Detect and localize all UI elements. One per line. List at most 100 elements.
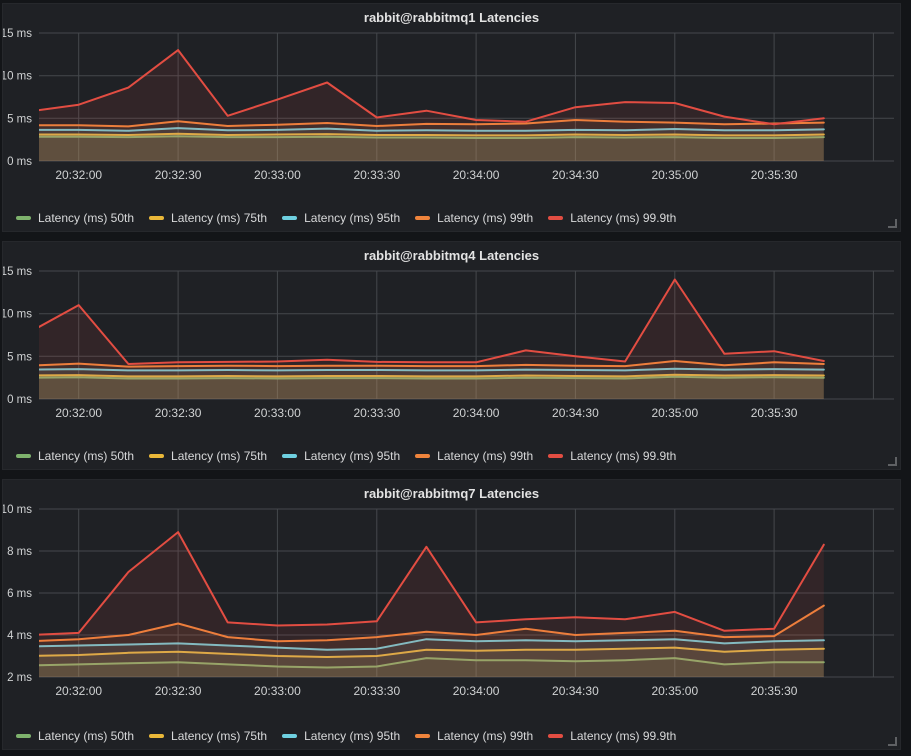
latency-chart[interactable]: 0 ms 5 ms 10 ms 15 ms 20:32:00 20:32:30 20:33:… — [3, 28, 900, 188]
x-axis-tick-label: 20:33:00 — [254, 684, 301, 698]
x-axis-tick-label: 20:35:00 — [651, 684, 698, 698]
legend-series-name: Latency (ms) 50th — [38, 211, 135, 225]
panel-rabbitmq7-latencies: rabbit@rabbitmq7 Latencies 2 ms 4 ms 6 ms 8… — [2, 479, 901, 750]
x-axis-tick-label: 20:35:30 — [751, 406, 798, 420]
panel-title[interactable]: rabbit@rabbitmq7 Latencies — [363, 486, 540, 501]
x-axis-tick-label: 20:32:30 — [155, 168, 202, 182]
series-line-latency-ms-99.9th — [39, 531, 825, 636]
series-area-latency-ms-99.9th — [39, 50, 824, 161]
y-axis-tick-label: 10 ms — [3, 71, 32, 83]
series-line-latency-ms-75th — [39, 646, 825, 658]
x-axis-tick-label: 20:32:00 — [55, 406, 102, 420]
y-axis-tick-label: 10 ms — [3, 504, 32, 516]
series-line-latency-ms-50th — [39, 375, 825, 380]
legend-item-latency-ms-50th[interactable]: Latency (ms) 50th — [16, 449, 134, 463]
legend-color-dash — [16, 454, 31, 458]
legend-series-name: Latency (ms) 99.9th — [570, 729, 677, 743]
latency-chart[interactable]: 2 ms 4 ms 6 ms 8 ms 10 ms 20:32:00 20:32:30 20:… — [3, 504, 900, 704]
legend-series-name: Latency (ms) 99th — [437, 211, 534, 225]
x-axis-tick-label: 20:35:00 — [651, 168, 698, 182]
x-axis-tick-label: 20:32:30 — [155, 684, 202, 698]
series-line-latency-ms-50th — [39, 135, 825, 139]
latency-chart[interactable]: 0 ms 5 ms 10 ms 15 ms 20:32:00 20:32:30 20:33:… — [3, 266, 900, 426]
legend-item-latency-ms-95th[interactable]: Latency (ms) 95th — [282, 449, 400, 463]
y-axis-tick-label: 10 ms — [3, 309, 32, 321]
x-axis-tick-label: 20:35:30 — [751, 684, 798, 698]
legend-item-latency-ms-50th[interactable]: Latency (ms) 50th — [16, 211, 134, 225]
series-area-latency-ms-95th — [39, 639, 824, 677]
series-line-latency-ms-50th — [39, 657, 825, 669]
x-axis-tick-label: 20:34:30 — [552, 406, 599, 420]
series-group — [39, 49, 825, 161]
legend-item-latency-ms-99th[interactable]: Latency (ms) 99th — [415, 211, 533, 225]
y-axis-tick-label: 5 ms — [7, 113, 32, 125]
legend-series-name: Latency (ms) 99th — [437, 449, 534, 463]
legend-color-dash — [282, 216, 298, 220]
x-axis-tick-label: 20:33:00 — [254, 168, 301, 182]
series-area-latency-ms-95th — [39, 128, 824, 161]
x-axis-tick-label: 20:33:00 — [254, 406, 301, 420]
chart-legend: Latency (ms) 50th Latency (ms) 75th Latenc… — [3, 447, 900, 469]
legend-item-latency-ms-99.9th[interactable]: Latency (ms) 99.9th — [548, 211, 676, 225]
x-axis-tick-label: 20:34:30 — [552, 684, 599, 698]
series-line-latency-ms-99th — [39, 360, 825, 368]
legend-series-name: Latency (ms) 75th — [171, 449, 268, 463]
panel-resize-handle[interactable] — [888, 737, 897, 746]
legend-item-latency-ms-95th[interactable]: Latency (ms) 95th — [282, 211, 400, 225]
legend-item-latency-ms-99.9th[interactable]: Latency (ms) 99.9th — [548, 449, 676, 463]
panel-resize-handle[interactable] — [888, 457, 897, 466]
legend-series-name: Latency (ms) 99.9th — [570, 211, 677, 225]
legend-item-latency-ms-99th[interactable]: Latency (ms) 99th — [415, 729, 533, 743]
legend-item-latency-ms-50th[interactable]: Latency (ms) 50th — [16, 729, 134, 743]
x-axis-tick-label: 20:34:30 — [552, 168, 599, 182]
x-axis-tick-label: 20:33:30 — [353, 684, 400, 698]
x-axis-tick-label: 20:32:00 — [55, 684, 102, 698]
series-area-latency-ms-50th — [39, 136, 824, 161]
chart-legend: Latency (ms) 50th Latency (ms) 75th Latenc… — [3, 727, 900, 749]
legend-item-latency-ms-75th[interactable]: Latency (ms) 75th — [149, 449, 267, 463]
legend-item-latency-ms-75th[interactable]: Latency (ms) 75th — [149, 211, 267, 225]
y-axis-tick-label: 0 ms — [7, 156, 32, 168]
x-axis-tick-label: 20:32:00 — [55, 168, 102, 182]
series-line-latency-ms-99.9th — [39, 278, 825, 365]
series-line-latency-ms-99th — [39, 604, 825, 643]
legend-item-latency-ms-95th[interactable]: Latency (ms) 95th — [282, 729, 400, 743]
series-area-latency-ms-99.9th — [39, 279, 824, 399]
x-axis-tick-label: 20:34:00 — [453, 168, 500, 182]
y-axis-tick-label: 4 ms — [7, 630, 32, 642]
series-group — [39, 278, 825, 399]
panel-rabbitmq4-latencies: rabbit@rabbitmq4 Latencies 0 ms 5 ms 10 ms… — [2, 241, 901, 470]
legend-series-name: Latency (ms) 50th — [38, 729, 135, 743]
legend-series-name: Latency (ms) 95th — [304, 729, 401, 743]
x-axis-tick-label: 20:34:00 — [453, 684, 500, 698]
y-axis-tick-label: 15 ms — [3, 28, 32, 40]
panel-resize-handle[interactable] — [888, 219, 897, 228]
legend-color-dash — [548, 216, 564, 220]
y-axis-tick-label: 6 ms — [7, 588, 32, 600]
panel-title[interactable]: rabbit@rabbitmq1 Latencies — [363, 10, 540, 25]
series-area-latency-ms-99th — [39, 120, 824, 161]
panel-title[interactable]: rabbit@rabbitmq4 Latencies — [363, 248, 540, 263]
legend-color-dash — [16, 734, 31, 738]
legend-series-name: Latency (ms) 99th — [437, 729, 534, 743]
series-line-latency-ms-95th — [39, 127, 825, 132]
chart-legend: Latency (ms) 50th Latency (ms) 75th Latenc… — [3, 209, 900, 231]
legend-color-dash — [548, 734, 564, 738]
y-axis-tick-label: 5 ms — [7, 351, 32, 363]
series-area-latency-ms-50th — [39, 658, 824, 677]
legend-color-dash — [282, 454, 298, 458]
legend-item-latency-ms-75th[interactable]: Latency (ms) 75th — [149, 729, 267, 743]
x-axis-tick-label: 20:35:30 — [751, 168, 798, 182]
legend-color-dash — [415, 216, 431, 220]
legend-color-dash — [415, 454, 431, 458]
legend-series-name: Latency (ms) 75th — [171, 211, 268, 225]
legend-item-latency-ms-99.9th[interactable]: Latency (ms) 99.9th — [548, 729, 676, 743]
series-area-latency-ms-95th — [39, 368, 824, 399]
legend-item-latency-ms-99th[interactable]: Latency (ms) 99th — [415, 449, 533, 463]
series-area-latency-ms-75th — [39, 374, 824, 399]
series-area-latency-ms-99.9th — [39, 532, 824, 677]
x-axis-tick-label: 20:34:00 — [453, 406, 500, 420]
y-axis-tick-label: 2 ms — [7, 672, 32, 684]
series-line-latency-ms-75th — [39, 373, 825, 378]
series-line-latency-ms-99th — [39, 119, 825, 128]
